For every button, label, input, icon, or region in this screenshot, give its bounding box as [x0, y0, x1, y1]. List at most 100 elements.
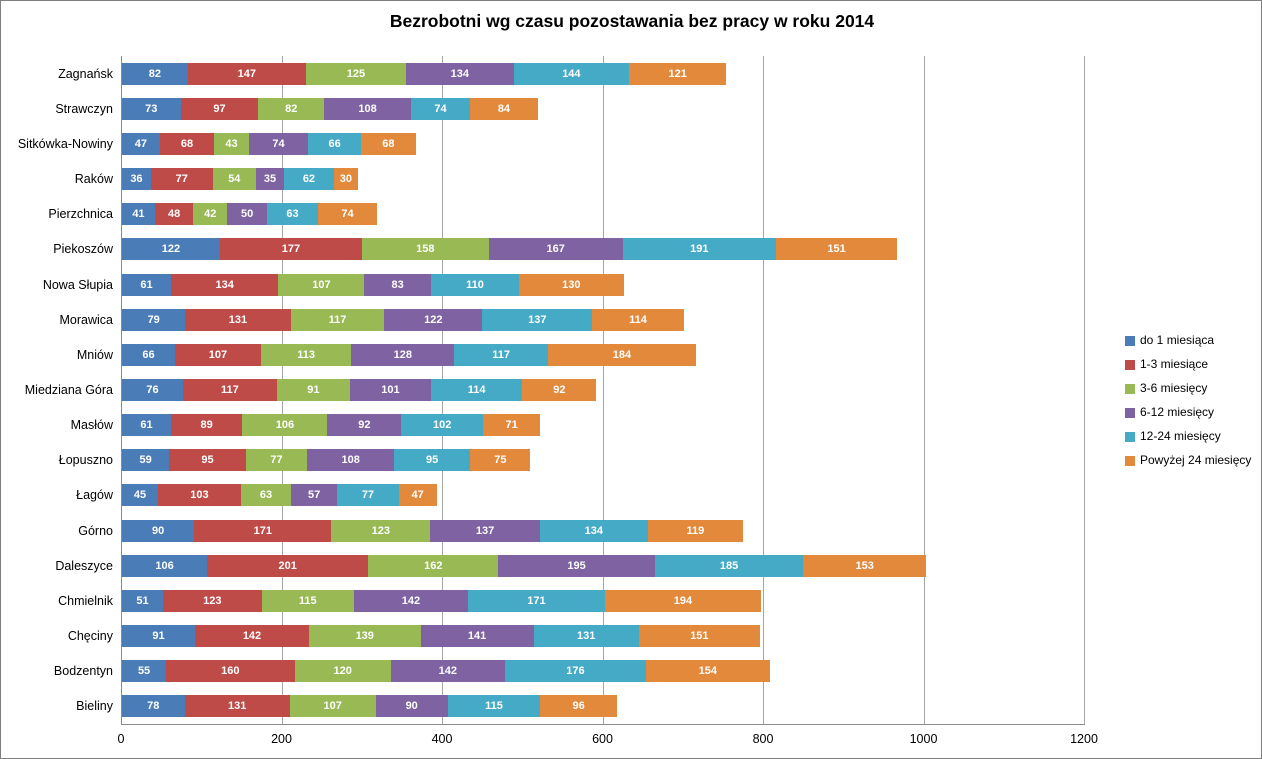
bar-segment-value: 76	[146, 384, 159, 396]
bar-segment-value: 201	[278, 559, 297, 572]
bar-segment: 137	[430, 519, 541, 542]
bar-segment-value: 177	[281, 243, 301, 256]
bar-segment-value: 134	[584, 524, 604, 537]
bar-segment-value: 77	[361, 489, 375, 502]
category-label: Górno	[78, 523, 113, 538]
x-axis-tick-label: 800	[752, 732, 774, 746]
bar-segment: 134	[406, 62, 514, 85]
bar-row: 122 177 158 167 191 151	[122, 238, 898, 261]
bar-segment: 48	[154, 203, 194, 226]
bar-segment-value: 73	[145, 102, 158, 115]
bar-segment: 96	[540, 695, 618, 718]
bar-segment: 162	[368, 554, 499, 577]
bar-segment-value: 137	[475, 524, 495, 537]
bar-segment: 142	[390, 660, 505, 683]
legend-label: 3-6 miesięcy	[1140, 381, 1208, 395]
bar-segment: 50	[227, 203, 268, 226]
bar-segment: 201	[207, 554, 369, 577]
bar-segment-value: 82	[285, 102, 298, 115]
bar-segment: 171	[194, 519, 332, 542]
bar-segment: 74	[317, 203, 378, 226]
bar-segment-value: 131	[227, 700, 247, 713]
bar-segment-value: 55	[137, 665, 151, 678]
legend-swatch	[1125, 335, 1135, 346]
bar-segment-value: 195	[567, 559, 586, 572]
bar-segment-value: 131	[577, 630, 596, 643]
bar-segment-value: 153	[855, 559, 874, 572]
bar-segment: 120	[294, 660, 391, 683]
bar-segment-value: 194	[673, 594, 693, 607]
bar-segment-value: 107	[208, 348, 228, 361]
bar-segment: 110	[430, 273, 520, 296]
bar-segment-value: 191	[690, 243, 709, 256]
bar-segment-value: 117	[221, 384, 239, 396]
legend-swatch	[1125, 407, 1135, 418]
bar-segment-value: 41	[132, 208, 145, 221]
bar-segment: 106	[242, 414, 328, 437]
bar-row: 79 131 117 122 137 114	[122, 308, 684, 331]
bar-segment-value: 131	[228, 313, 248, 326]
bar-segment: 194	[605, 589, 761, 612]
bar-segment: 131	[184, 695, 290, 718]
bar-segment: 79	[122, 308, 186, 331]
bar-segment: 123	[162, 589, 262, 612]
bar-segment: 90	[122, 519, 195, 542]
bar-segment: 41	[122, 203, 155, 226]
legend: do 1 miesiąca 1-3 miesiące 3-6 miesięcy 6-1…	[1125, 334, 1251, 467]
bar-segment: 71	[483, 414, 541, 437]
bar-segment: 113	[260, 343, 352, 366]
bar-segment-value: 151	[690, 630, 709, 643]
bar-segment-value: 160	[221, 665, 240, 678]
bar-segment: 122	[384, 308, 483, 331]
bar-segment-value: 122	[161, 243, 181, 256]
bar-segment-value: 57	[308, 489, 321, 502]
bar-segment: 117	[182, 379, 277, 401]
bar-row: 82 147 125 134 144 121	[122, 62, 727, 85]
category-label: Łopuszno	[58, 453, 113, 468]
bar-segment-value: 102	[432, 419, 452, 432]
bar-segment: 66	[122, 343, 175, 366]
bar-segment-value: 128	[393, 348, 413, 361]
bar-segment: 184	[548, 343, 696, 366]
bar-segment-value: 114	[467, 384, 486, 396]
legend-item: 3-6 miesięcy	[1125, 382, 1251, 395]
bar-segment-value: 142	[401, 594, 421, 607]
bar-segment-value: 51	[136, 594, 149, 607]
bar-segment: 117	[290, 308, 385, 331]
bar-segment-value: 151	[827, 243, 846, 256]
bar-segment-value: 66	[328, 137, 341, 150]
legend-swatch	[1125, 455, 1135, 466]
bar-segment: 75	[470, 449, 531, 472]
bar-segment: 77	[245, 449, 308, 472]
bar-segment-value: 68	[382, 137, 395, 150]
category-label: Miedziana Góra	[24, 383, 113, 397]
bar-segment: 144	[513, 62, 630, 85]
bar-segment-value: 95	[201, 454, 214, 467]
legend-swatch	[1125, 359, 1135, 370]
legend-item: 1-3 miesiące	[1125, 358, 1251, 371]
bar-segment-value: 117	[492, 348, 511, 361]
bar-segment-value: 103	[190, 489, 209, 502]
bar-segment: 134	[540, 519, 648, 542]
bar-segment-value: 36	[130, 173, 143, 186]
bar-segment-value: 123	[371, 524, 390, 537]
bar-segment: 95	[394, 449, 471, 472]
bar-segment-value: 62	[302, 173, 316, 186]
x-gridline	[1084, 56, 1085, 724]
bar-segment: 142	[353, 589, 468, 612]
bar-segment: 47	[398, 484, 437, 507]
category-label: Strawczyn	[55, 101, 113, 116]
x-gridline	[763, 56, 764, 724]
bar-segment: 63	[240, 484, 292, 507]
bar-row: 76 117 91 101 114 92	[122, 379, 597, 401]
bar-row: 36 77 54 35 62 30	[122, 168, 358, 191]
bar-segment: 191	[622, 238, 776, 261]
bar-segment-value: 95	[426, 454, 439, 467]
bar-segment-value: 141	[467, 630, 487, 643]
bar-segment-value: 171	[253, 524, 272, 537]
bar-segment-value: 117	[328, 313, 347, 326]
bar-segment-value: 77	[270, 454, 283, 467]
bar-segment: 107	[289, 695, 376, 718]
bar-row: 61 134 107 83 110 130	[122, 273, 624, 296]
